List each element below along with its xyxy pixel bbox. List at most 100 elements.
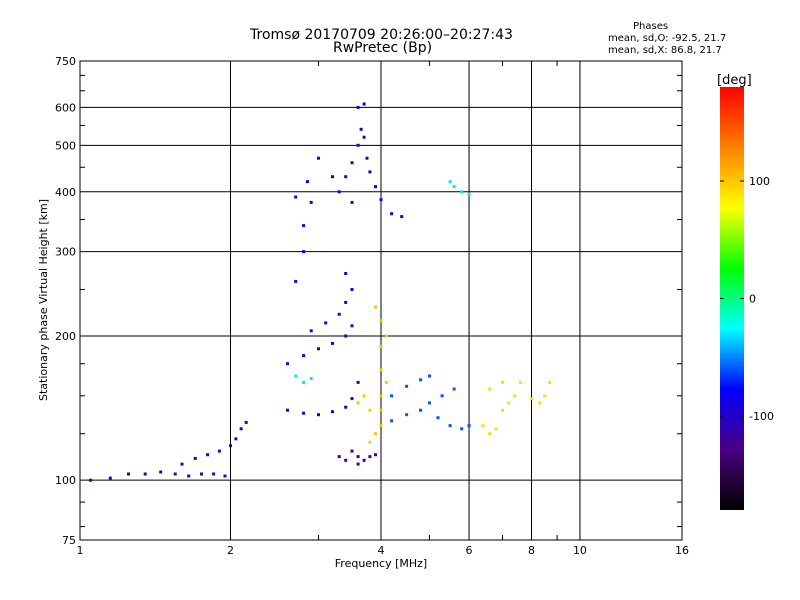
data-point <box>127 472 130 476</box>
phases-heading: Phases <box>633 21 669 32</box>
data-point <box>302 380 306 384</box>
data-point <box>543 394 547 398</box>
data-point <box>368 455 372 459</box>
data-point <box>344 300 348 304</box>
x-tick-label: 1 <box>77 544 84 557</box>
data-point <box>309 329 313 333</box>
data-point <box>390 394 394 398</box>
data-point <box>108 476 112 480</box>
data-point <box>200 472 203 476</box>
data-point <box>223 474 227 478</box>
data-point <box>302 224 306 228</box>
x-axis-label: Frequency [MHz] <box>335 557 427 570</box>
data-point <box>390 419 394 423</box>
data-point <box>344 405 348 409</box>
data-point <box>428 374 431 378</box>
data-point <box>337 190 341 194</box>
data-point <box>400 215 404 219</box>
data-point <box>419 408 423 412</box>
data-point <box>193 456 197 460</box>
data-point <box>350 397 354 401</box>
data-point <box>331 410 334 414</box>
data-point <box>294 374 298 378</box>
data-point <box>365 156 369 160</box>
y-tick-label: 100 <box>55 474 76 487</box>
data-point <box>501 380 504 384</box>
data-point <box>206 453 210 457</box>
data-point <box>518 380 522 384</box>
data-point <box>362 394 366 398</box>
y-tick-label: 75 <box>62 534 76 547</box>
data-point <box>379 394 383 398</box>
data-point <box>309 200 313 204</box>
data-point <box>356 462 360 466</box>
data-point <box>337 312 341 316</box>
data-point <box>368 440 372 444</box>
data-point <box>467 192 471 196</box>
data-point <box>159 470 163 474</box>
data-point <box>89 478 93 482</box>
data-point <box>428 401 431 405</box>
data-point <box>317 347 320 351</box>
x-tick-label: 2 <box>227 544 234 557</box>
y-tick-label: 400 <box>55 186 76 199</box>
data-point <box>350 161 354 165</box>
data-point <box>384 334 388 338</box>
data-point <box>356 105 360 109</box>
data-point <box>294 279 298 283</box>
colorbar-tick-label: 0 <box>749 293 756 306</box>
chart-title: Tromsø 20170709 20:26:00–20:27:43 <box>250 27 513 43</box>
data-point <box>286 362 289 366</box>
data-point <box>344 175 348 179</box>
x-tick-label: 10 <box>573 544 587 557</box>
data-point <box>507 401 511 405</box>
data-point <box>350 449 354 453</box>
data-point <box>448 424 452 428</box>
x-tick-label: 8 <box>528 544 535 557</box>
data-point <box>390 212 394 216</box>
data-point <box>294 195 298 199</box>
y-tick-label: 500 <box>55 139 76 152</box>
data-point <box>452 185 456 189</box>
plot-frame <box>79 60 683 541</box>
data-point <box>488 432 492 436</box>
data-point <box>467 424 471 428</box>
data-point <box>362 102 366 106</box>
y-tick-label: 200 <box>55 330 76 343</box>
chart-subtitle: RwPretec (Bp) <box>333 40 433 56</box>
y-tick-label: 600 <box>55 101 76 114</box>
data-point <box>212 472 216 476</box>
data-point <box>481 424 485 428</box>
data-point <box>362 458 366 462</box>
x-tick-label: 4 <box>378 544 385 557</box>
axis-ticks: 1 2 4 6 8 10 16 75 100 200 300 400 500 600 750 <box>55 55 689 557</box>
data-point <box>436 416 440 420</box>
data-point <box>530 397 533 401</box>
colorbar-tick-label: 100 <box>749 175 770 188</box>
data-point <box>460 190 464 194</box>
y-axis-label: Stationary phase Virtual Height [km] <box>37 199 50 401</box>
grid <box>80 61 682 540</box>
data-point <box>302 250 306 254</box>
data-point <box>229 444 232 448</box>
data-point <box>362 135 366 139</box>
data-point <box>440 394 444 398</box>
data-point <box>405 413 409 417</box>
data-point <box>405 384 409 388</box>
data-point <box>356 143 360 147</box>
colorbar-label: [deg] <box>717 73 752 88</box>
data-point <box>217 449 221 453</box>
colorbar-ticks: 100 0 -100 <box>720 175 774 423</box>
phase-o-stats: mean, sd,O: -92.5, 21.7 <box>608 33 727 44</box>
data-point <box>180 462 184 466</box>
data-point <box>324 321 328 325</box>
data-point <box>448 180 452 184</box>
data-point <box>344 458 348 462</box>
data-point <box>488 387 492 391</box>
data-point <box>239 427 243 431</box>
data-point <box>513 394 517 398</box>
data-point <box>331 175 334 179</box>
data-point <box>379 345 383 349</box>
data-point <box>379 408 383 412</box>
